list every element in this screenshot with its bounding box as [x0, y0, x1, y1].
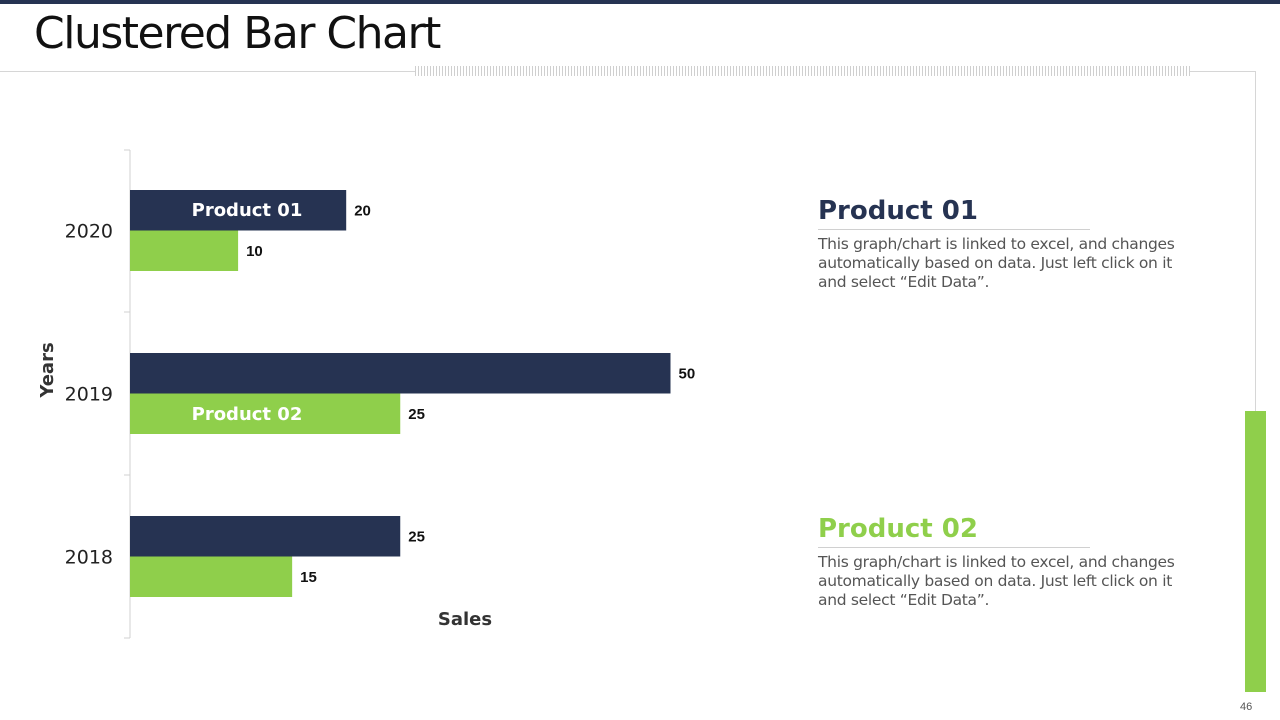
category-tick-label: 2020	[65, 221, 113, 243]
frame-line-right	[1255, 71, 1256, 411]
data-label: 25	[408, 528, 425, 545]
bar-product-02-2018	[130, 556, 293, 597]
side-accent-bar	[1245, 411, 1266, 692]
bar-product-02-2019	[130, 393, 401, 434]
data-label: 15	[300, 569, 317, 586]
category-tick-label: 2018	[65, 547, 113, 569]
bar-product-01-2019	[130, 353, 671, 394]
decorative-hatch-strip	[415, 66, 1190, 76]
product-01-rule	[818, 229, 1090, 230]
page-title: Clustered Bar Chart	[34, 8, 441, 59]
top-accent-bar	[0, 0, 1280, 4]
legend-product-02: Product 02	[192, 404, 303, 425]
bar-product-01-2020	[130, 190, 347, 231]
product-02-description: This graph/chart is linked to excel, and…	[818, 553, 1175, 609]
product-01-description: This graph/chart is linked to excel, and…	[818, 235, 1175, 291]
clustered-bar-chart: 20 10 2020 50 25 2019 25 15 2018 Product 01 Produc…	[37, 149, 696, 639]
x-axis-title: Sales	[438, 609, 492, 630]
product-01-heading: Product 01	[818, 196, 978, 226]
legend-product-01: Product 01	[192, 200, 303, 221]
bar-product-02-2020	[130, 230, 239, 271]
y-axis-title: Years	[37, 342, 58, 398]
product-02-rule	[818, 547, 1090, 548]
product-02-heading: Product 02	[818, 514, 978, 544]
data-label: 50	[679, 365, 696, 382]
page-number: 46	[1240, 701, 1253, 713]
product-01-panel: Product 01 This graph/chart is linked to…	[818, 195, 1198, 292]
data-label: 25	[408, 406, 425, 423]
data-label: 20	[354, 202, 371, 219]
data-label: 10	[246, 243, 263, 260]
bar-product-01-2018	[130, 516, 401, 557]
frame-line-top	[1190, 71, 1256, 72]
title-divider	[0, 71, 415, 72]
category-tick-label: 2019	[65, 384, 113, 406]
product-02-panel: Product 02 This graph/chart is linked to…	[818, 513, 1198, 610]
